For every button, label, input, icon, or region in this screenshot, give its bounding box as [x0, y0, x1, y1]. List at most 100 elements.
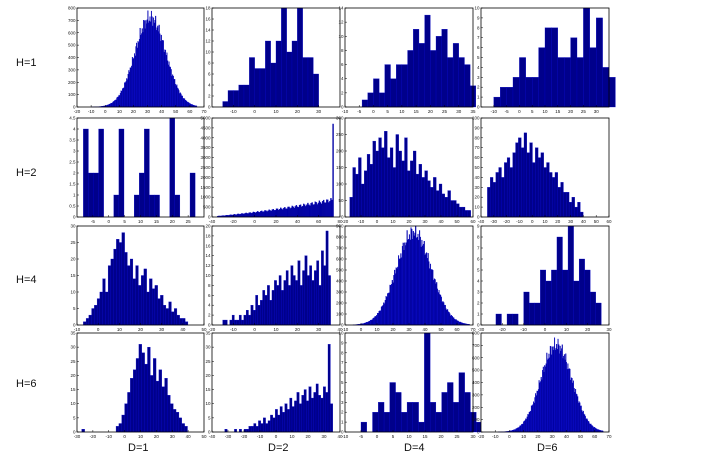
y-tick-label: 14	[338, 6, 344, 11]
histogram-bar	[562, 269, 569, 326]
x-tick-label: 40	[159, 109, 165, 114]
histogram-bar	[504, 162, 508, 218]
y-tick-label: 20	[474, 195, 480, 200]
histogram-bar	[406, 402, 413, 433]
histogram-bar	[349, 197, 353, 218]
histogram-bar	[110, 258, 114, 326]
y-tick-label: 10	[70, 401, 76, 406]
x-tick-label: 10	[117, 327, 123, 332]
y-tick-label: 2	[477, 85, 480, 90]
histogram-bar	[254, 212, 257, 218]
histogram-bar	[321, 201, 324, 218]
y-tick-label: 0	[477, 430, 480, 435]
histogram-bar	[278, 209, 281, 218]
y-tick-label: 0	[73, 323, 76, 328]
histogram-bar	[288, 206, 290, 218]
histogram-bar	[424, 14, 431, 108]
histogram-bar	[576, 57, 584, 108]
y-tick-label: 6	[341, 370, 344, 375]
histogram-bar	[189, 172, 196, 218]
histogram-bar	[263, 417, 266, 433]
histogram-bar	[140, 275, 145, 326]
histogram-bar	[259, 68, 266, 108]
x-tick-label: -40	[209, 219, 216, 224]
histogram-bar	[328, 275, 331, 326]
y-tick-label: 7	[477, 35, 480, 40]
histogram-bar	[487, 187, 491, 218]
histogram-bar	[244, 213, 246, 218]
x-tick-label: 30	[422, 219, 428, 224]
histogram-bar	[309, 265, 312, 326]
histogram-bar	[509, 167, 513, 218]
histogram-bar	[144, 128, 150, 218]
histogram-bar	[146, 291, 150, 326]
y-tick-label: 8	[477, 25, 480, 30]
x-tick-label: -20	[478, 434, 485, 439]
histogram-bar	[130, 378, 134, 433]
histogram-bar	[255, 211, 258, 218]
y-tick-label: 1000	[200, 195, 211, 200]
histogram-bar	[464, 64, 471, 108]
y-tick-label: 2	[208, 94, 211, 99]
x-tick-label: 30	[470, 434, 476, 439]
histogram-bar	[529, 302, 535, 326]
y-tick-label: 400	[472, 380, 480, 385]
x-tick-label: -10	[492, 434, 499, 439]
histogram-bar	[287, 206, 289, 218]
histogram-bar	[308, 204, 310, 218]
x-tick-label: 10	[273, 109, 279, 114]
histogram-bar	[396, 64, 403, 108]
histogram-bar	[311, 202, 313, 218]
histogram-bar	[161, 386, 165, 433]
y-tick-label: 0	[477, 323, 480, 328]
x-tick-label: 30	[606, 327, 612, 332]
histogram-bar	[330, 198, 332, 218]
x-tick-label: -20	[230, 219, 237, 224]
y-tick-label: 800	[68, 6, 76, 11]
histogram-bar	[361, 183, 365, 218]
x-tick-label: 15	[555, 109, 561, 114]
histogram-bar	[127, 392, 131, 433]
y-tick-label: 800	[472, 331, 480, 336]
histogram-bar	[150, 375, 154, 433]
histogram-bar	[557, 57, 565, 108]
histogram-bar	[94, 305, 98, 326]
histogram-bar	[257, 305, 261, 326]
y-tick-label: 100	[472, 417, 480, 422]
histogram-bar	[262, 290, 266, 326]
histogram-bar	[427, 180, 431, 218]
y-tick-label: 500	[336, 268, 344, 273]
y-tick-label: 20	[205, 224, 211, 229]
x-tick-label: 0	[376, 219, 379, 224]
histogram-bar	[304, 204, 306, 218]
y-tick-label: 2.5	[69, 160, 76, 165]
y-tick-label: 35	[70, 331, 76, 336]
y-tick-label: 200	[472, 405, 480, 410]
histogram-bar	[537, 157, 542, 218]
histogram-bar	[328, 202, 330, 218]
x-tick-label: -5	[505, 109, 509, 114]
x-tick-label: 25	[454, 434, 460, 439]
y-tick-label: 9	[477, 15, 480, 20]
histogram-bar	[277, 414, 281, 433]
histogram-bar	[372, 140, 376, 218]
y-tick-label: 700	[336, 246, 344, 251]
histogram-bar	[239, 214, 241, 218]
histogram-bar	[285, 270, 289, 326]
histogram-bar	[276, 285, 280, 326]
histogram-bar	[285, 208, 287, 218]
y-tick-label: 2	[208, 313, 211, 318]
x-tick-label: 40	[564, 434, 570, 439]
histogram-bar	[248, 314, 251, 326]
histogram-bar	[264, 210, 266, 218]
histogram-bar	[175, 412, 180, 433]
histogram-bar	[398, 150, 402, 218]
y-tick-label: 4000	[200, 135, 211, 140]
y-tick-label: 1	[73, 193, 76, 198]
histogram-bar	[269, 210, 271, 218]
histogram-bar	[372, 412, 379, 433]
x-tick-label: -20	[74, 109, 81, 114]
histogram-bar	[367, 92, 374, 108]
